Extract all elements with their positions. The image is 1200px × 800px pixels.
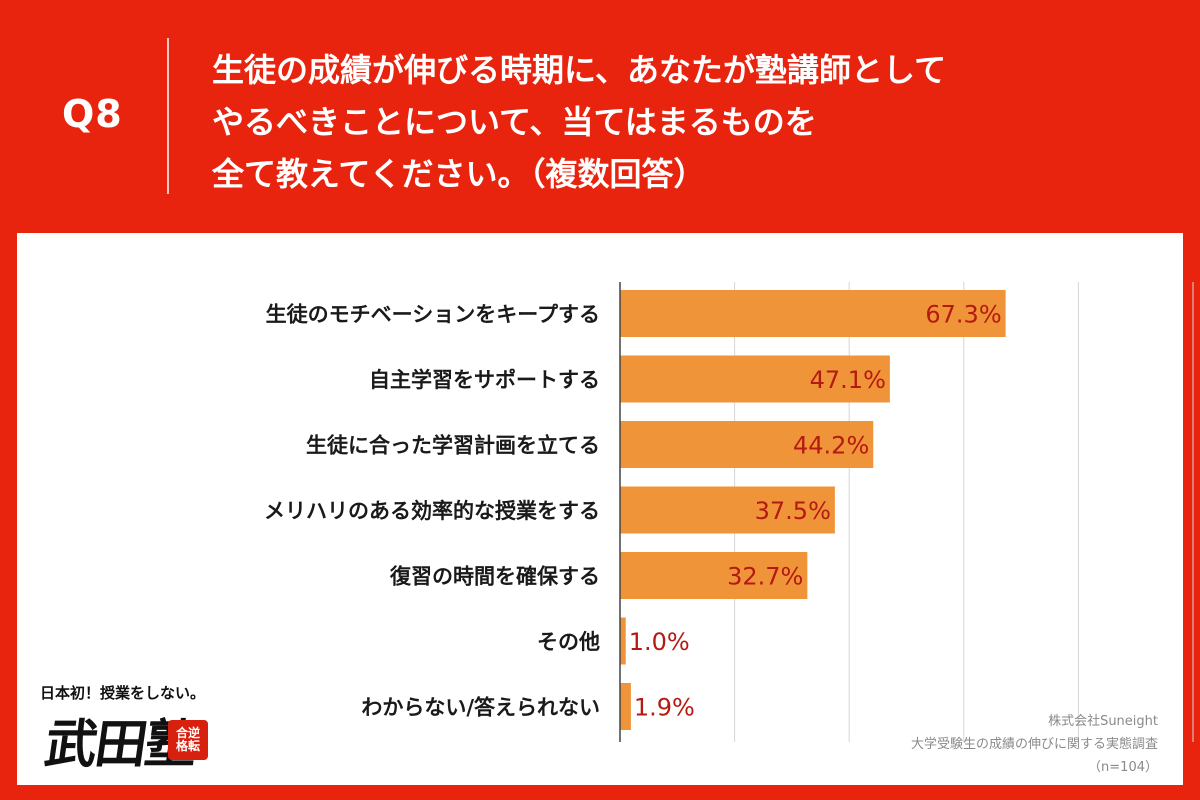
bar [620,355,890,403]
category-label: わからない/答えられない [361,696,600,720]
question-number: Q8 [62,92,123,136]
bar [620,683,631,730]
question-line-2: やるべきことについて、当てはまるものを [212,103,817,141]
logo-tagline: 日本初！授業をしない。 [40,684,206,702]
value-label: 44.2% [793,432,869,460]
bar [620,617,626,665]
source-sample: （n=104） [1088,760,1158,775]
bar [620,290,1006,337]
source-note: 株式会社Suneight 大学受験生の成績の伸びに関する実態調査 （n=104） [911,710,1158,779]
header: Q8 生徒の成績が伸びる時期に、あなたが塾講師として やるべきことについて、当て… [0,0,1200,233]
logo-stamp: 合逆 格転 [168,720,208,760]
category-label: その他 [537,630,600,654]
question-line-3: 全て教えてください。（複数回答） [212,155,706,193]
value-label: 1.0% [629,628,690,656]
logo-stamp-line-1: 合逆 [175,726,200,740]
logo-stamp-line-2: 格転 [175,739,200,753]
bar [620,486,835,534]
value-label: 32.7% [727,563,803,591]
question-line-1: 生徒の成績が伸びる時期に、あなたが塾講師として [212,51,947,89]
logo: 日本初！授業をしない。 武田塾 合逆 格転 [40,682,220,782]
value-label: 47.1% [810,366,886,394]
source-survey: 大学受験生の成績の伸びに関する実態調査 [910,737,1158,752]
bar [620,421,874,468]
category-label: 復習の時間を確保する [389,565,600,589]
value-label: 67.3% [925,301,1001,329]
question-text: 生徒の成績が伸びる時期に、あなたが塾講師として やるべきことについて、当てはまる… [212,44,1172,200]
header-divider [167,38,169,194]
bar [620,552,808,599]
value-label: 1.9% [634,694,695,722]
category-label: 生徒に合った学習計画を立てる [306,434,600,458]
category-label: 生徒のモチベーションをキープする [266,303,600,327]
category-label: メリハリのある効率的な授業をする [264,499,600,523]
source-company: 株式会社Suneight [1048,714,1158,729]
value-label: 37.5% [755,497,831,525]
category-label: 自主学習をサポートする [369,368,600,392]
